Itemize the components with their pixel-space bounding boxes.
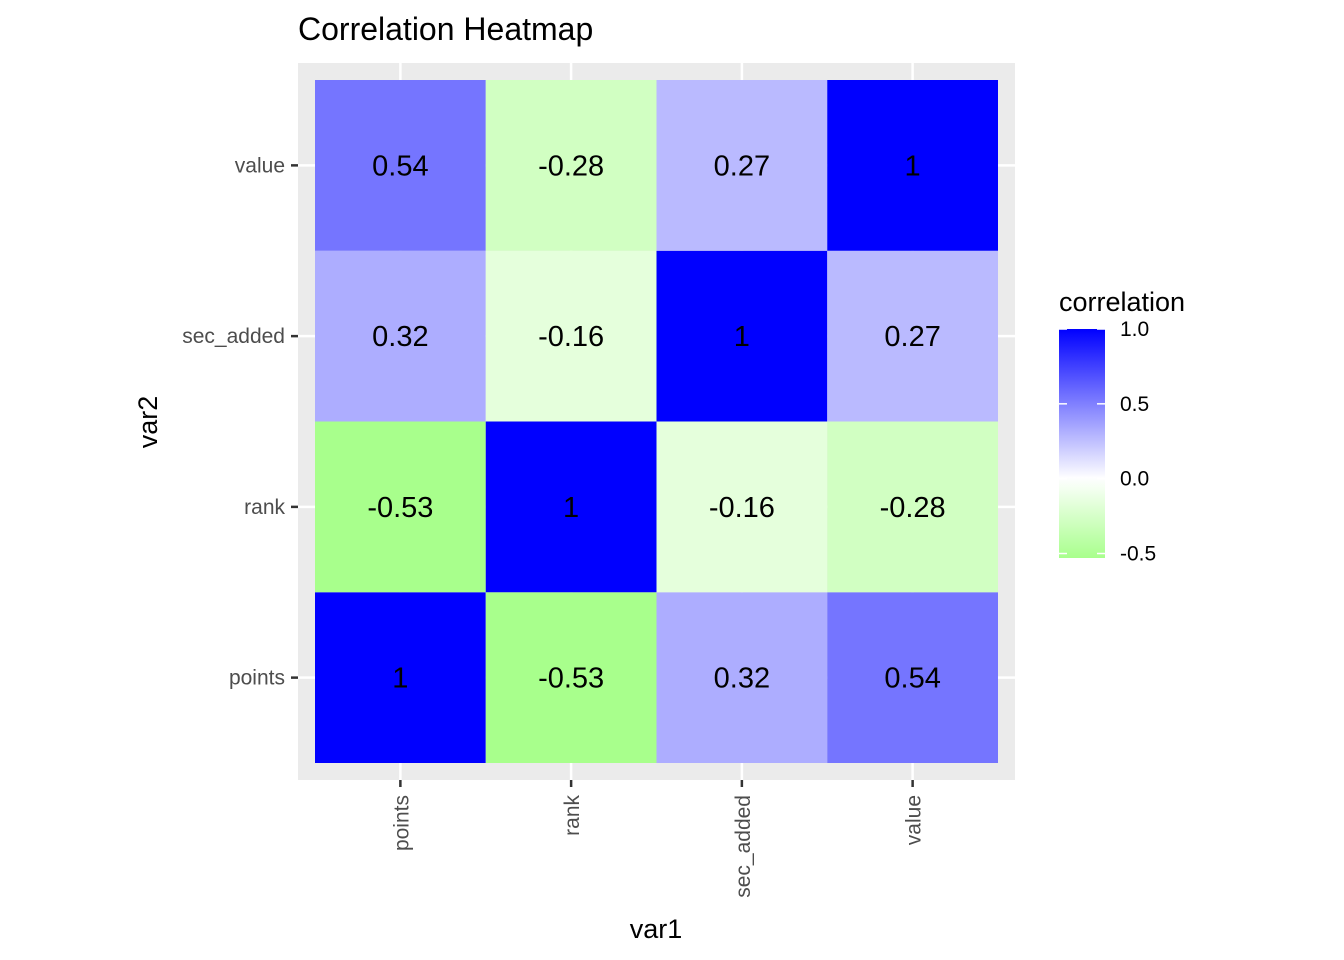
heatmap-cell [827, 250, 998, 422]
heatmap-cell-label: 1 [563, 492, 579, 524]
heatmap-cell [485, 250, 657, 422]
heatmap-cell-label: 0.32 [714, 663, 770, 695]
legend-tick-label: 0.5 [1120, 393, 1149, 416]
x-axis: points rank sec_added value [390, 780, 926, 898]
y-tick-label: rank [244, 496, 285, 519]
heatmap-cell [315, 250, 486, 422]
heatmap-cell [485, 80, 657, 251]
x-tick-label: value [903, 795, 926, 845]
heatmap-cell [656, 80, 828, 251]
heatmap-cell [656, 250, 828, 422]
y-tick-label: sec_added [182, 325, 285, 348]
heatmap-cell [656, 421, 828, 593]
legend-tick-label: -0.5 [1120, 543, 1156, 566]
heatmap-cell-label: -0.28 [880, 492, 946, 524]
y-tick-label: value [235, 154, 285, 177]
heatmap-cell-label: 0.54 [884, 663, 940, 695]
legend-tick-label: 1.0 [1120, 318, 1149, 341]
y-axis: points rank sec_added value [182, 154, 298, 690]
x-tick-label: sec_added [732, 795, 755, 898]
chart-title: Correlation Heatmap [298, 11, 593, 47]
legend-colorbar [1059, 329, 1105, 558]
heatmap-cell-label: 0.54 [372, 150, 428, 182]
heatmap-cell-label: -0.53 [538, 663, 604, 695]
heatmap-cell-labels: 1 -0.53 0.32 0.54 -0.53 1 -0.16 -0.28 0.32 -0.16 1… [367, 150, 945, 694]
x-tick-label: rank [561, 795, 584, 836]
heatmap-cell-label: 0.27 [714, 150, 770, 182]
heatmap-cell-label: 0.27 [884, 321, 940, 353]
legend: correlation -0.5 0.0 0.5 1.0 [1059, 287, 1185, 566]
heatmap-cell [315, 421, 486, 593]
x-tick-label: points [390, 795, 413, 851]
heatmap-cell [315, 592, 486, 763]
heatmap-cell-label: -0.16 [538, 321, 604, 353]
heatmap-cell-label: 0.32 [372, 321, 428, 353]
heatmap-cell [485, 592, 657, 763]
heatmap-cell [827, 421, 998, 593]
heatmap-cells [315, 80, 998, 763]
heatmap-cell-label: 1 [905, 150, 921, 182]
heatmap-cell-label: 1 [392, 663, 408, 695]
heatmap-cell [656, 592, 828, 763]
y-tick-label: points [229, 667, 285, 690]
heatmap-cell [827, 592, 998, 763]
heatmap-cell-label: -0.53 [367, 492, 433, 524]
heatmap-cell [827, 80, 998, 251]
heatmap-cell-label: -0.28 [538, 150, 604, 182]
legend-title: correlation [1059, 287, 1185, 317]
legend-ticks: -0.5 0.0 0.5 1.0 [1059, 318, 1156, 566]
y-axis-title: var2 [133, 396, 163, 449]
x-axis-title: var1 [630, 914, 683, 944]
heatmap-cell [315, 80, 486, 251]
heatmap-cell [485, 421, 657, 593]
legend-tick-label: 0.0 [1120, 468, 1149, 491]
heatmap-cell-label: -0.16 [709, 492, 775, 524]
heatmap-cell-label: 1 [734, 321, 750, 353]
